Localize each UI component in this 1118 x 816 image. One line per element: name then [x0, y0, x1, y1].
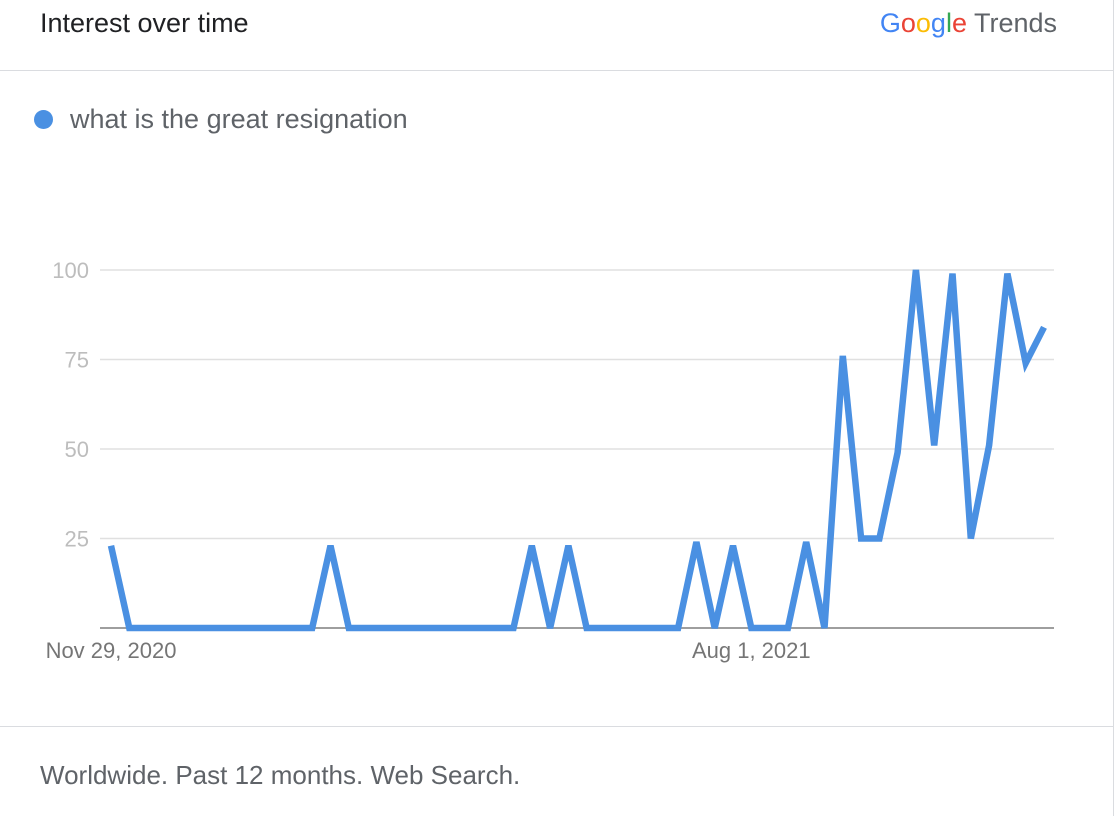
y-tick-label: 25 — [65, 527, 89, 552]
footer-divider — [0, 726, 1113, 727]
y-tick-label: 50 — [65, 437, 89, 462]
x-tick-label: Aug 1, 2021 — [692, 638, 811, 663]
google-trends-logo: Google Trends — [880, 6, 1057, 40]
brand-letter-2: o — [915, 8, 931, 38]
chart-footnote: Worldwide. Past 12 months. Web Search. — [40, 760, 521, 790]
legend-series-marker — [34, 109, 53, 129]
brand-letter-1: o — [900, 8, 916, 38]
trends-wordmark: Trends — [973, 8, 1057, 38]
interest-line-chart: 25 50 75 100 Nov 29, 2020 Aug 1, 2021 — [46, 258, 1054, 663]
card-right-border — [1113, 0, 1114, 816]
x-tick-label: Nov 29, 2020 — [46, 638, 177, 663]
page-title: Interest over time — [40, 8, 249, 38]
brand-letter-0: G — [879, 8, 901, 38]
brand-letter-4: l — [945, 8, 952, 38]
chart-legend: what is the great resignation — [34, 103, 408, 135]
brand-letter-3: g — [930, 8, 946, 38]
y-tick-label: 100 — [52, 258, 89, 283]
google-wordmark: Google — [880, 6, 967, 40]
brand-letter-5: e — [951, 8, 967, 38]
header-divider — [0, 70, 1113, 71]
legend-series-label: what is the great resignation — [70, 104, 408, 134]
series-line — [107, 269, 1047, 632]
y-tick-label: 75 — [65, 348, 89, 373]
